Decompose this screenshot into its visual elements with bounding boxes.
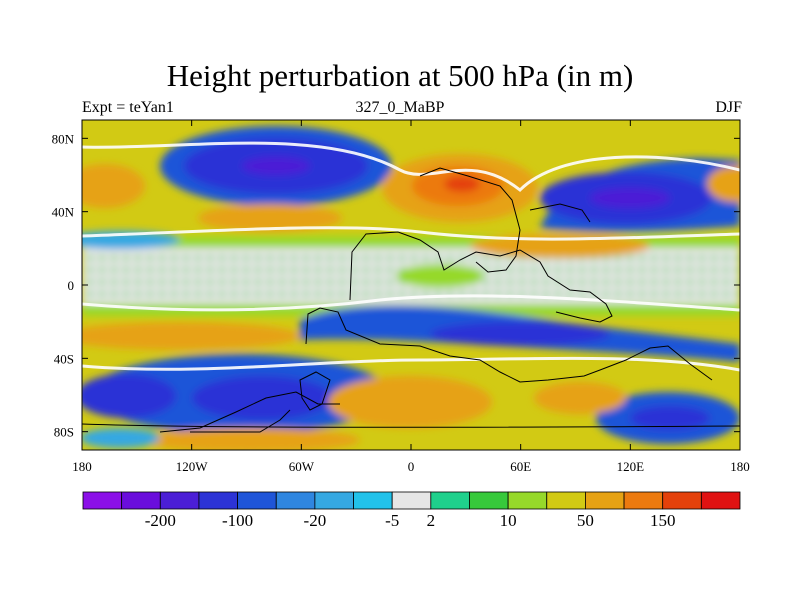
colorbar-label: -200 [145, 511, 176, 530]
colorbar-swatch [585, 491, 625, 510]
contour-field [82, 120, 740, 450]
colorbar-swatch [662, 491, 702, 510]
colorbar-label: 10 [500, 511, 517, 530]
lat-tick-label: 40S [54, 351, 74, 366]
colorbar-swatch [275, 491, 316, 510]
colorbar-label: -20 [304, 511, 327, 530]
colorbar-swatch [198, 491, 238, 510]
map-axes: 180 120W 60W 0 60E 120E 180 80N 40N 0 40S 80S [52, 120, 750, 474]
colorbar-swatch [353, 491, 393, 510]
colorbar-swatch [391, 491, 432, 510]
lon-tick-label: 180 [72, 459, 92, 474]
lat-tick-label: 40N [52, 205, 75, 220]
lon-tick-label: 60W [289, 459, 315, 474]
season-label: DJF [715, 99, 742, 116]
lon-tick-label: 120W [176, 459, 209, 474]
coastlines [82, 167, 740, 433]
colorbar-swatch [700, 491, 741, 510]
colorbar-label: 50 [577, 511, 594, 530]
period-label: 327_0_MaBP [355, 99, 445, 116]
colorbar-swatch [546, 491, 586, 510]
colorbar-swatch [623, 491, 664, 510]
lon-tick-label: 120E [617, 459, 645, 474]
colorbar-label: -5 [385, 511, 399, 530]
colorbar: -200 -100 -20 -5 2 10 50 150 [82, 491, 741, 530]
colorbar-swatch [430, 491, 470, 510]
colorbar-swatch [237, 491, 277, 510]
colorbar-swatch [159, 491, 200, 510]
lon-tick-label: 60E [510, 459, 531, 474]
colorbar-swatch [82, 491, 123, 510]
colorbar-label: -100 [222, 511, 253, 530]
lat-tick-label: 80S [54, 425, 74, 440]
lat-tick-label: 0 [68, 278, 75, 293]
colorbar-swatch [507, 491, 548, 510]
map-title: Height perturbation at 500 hPa (in m) [166, 58, 634, 93]
lon-tick-label: 0 [408, 459, 415, 474]
lat-tick-label: 80N [52, 131, 75, 146]
lon-tick-label: 180 [730, 459, 750, 474]
colorbar-label: 2 [427, 511, 436, 530]
colorbar-swatch [469, 491, 509, 510]
colorbar-swatch [314, 491, 354, 510]
experiment-label: Expt = teYan1 [82, 99, 174, 116]
colorbar-label: 150 [650, 511, 676, 530]
colorbar-swatch [121, 491, 161, 510]
